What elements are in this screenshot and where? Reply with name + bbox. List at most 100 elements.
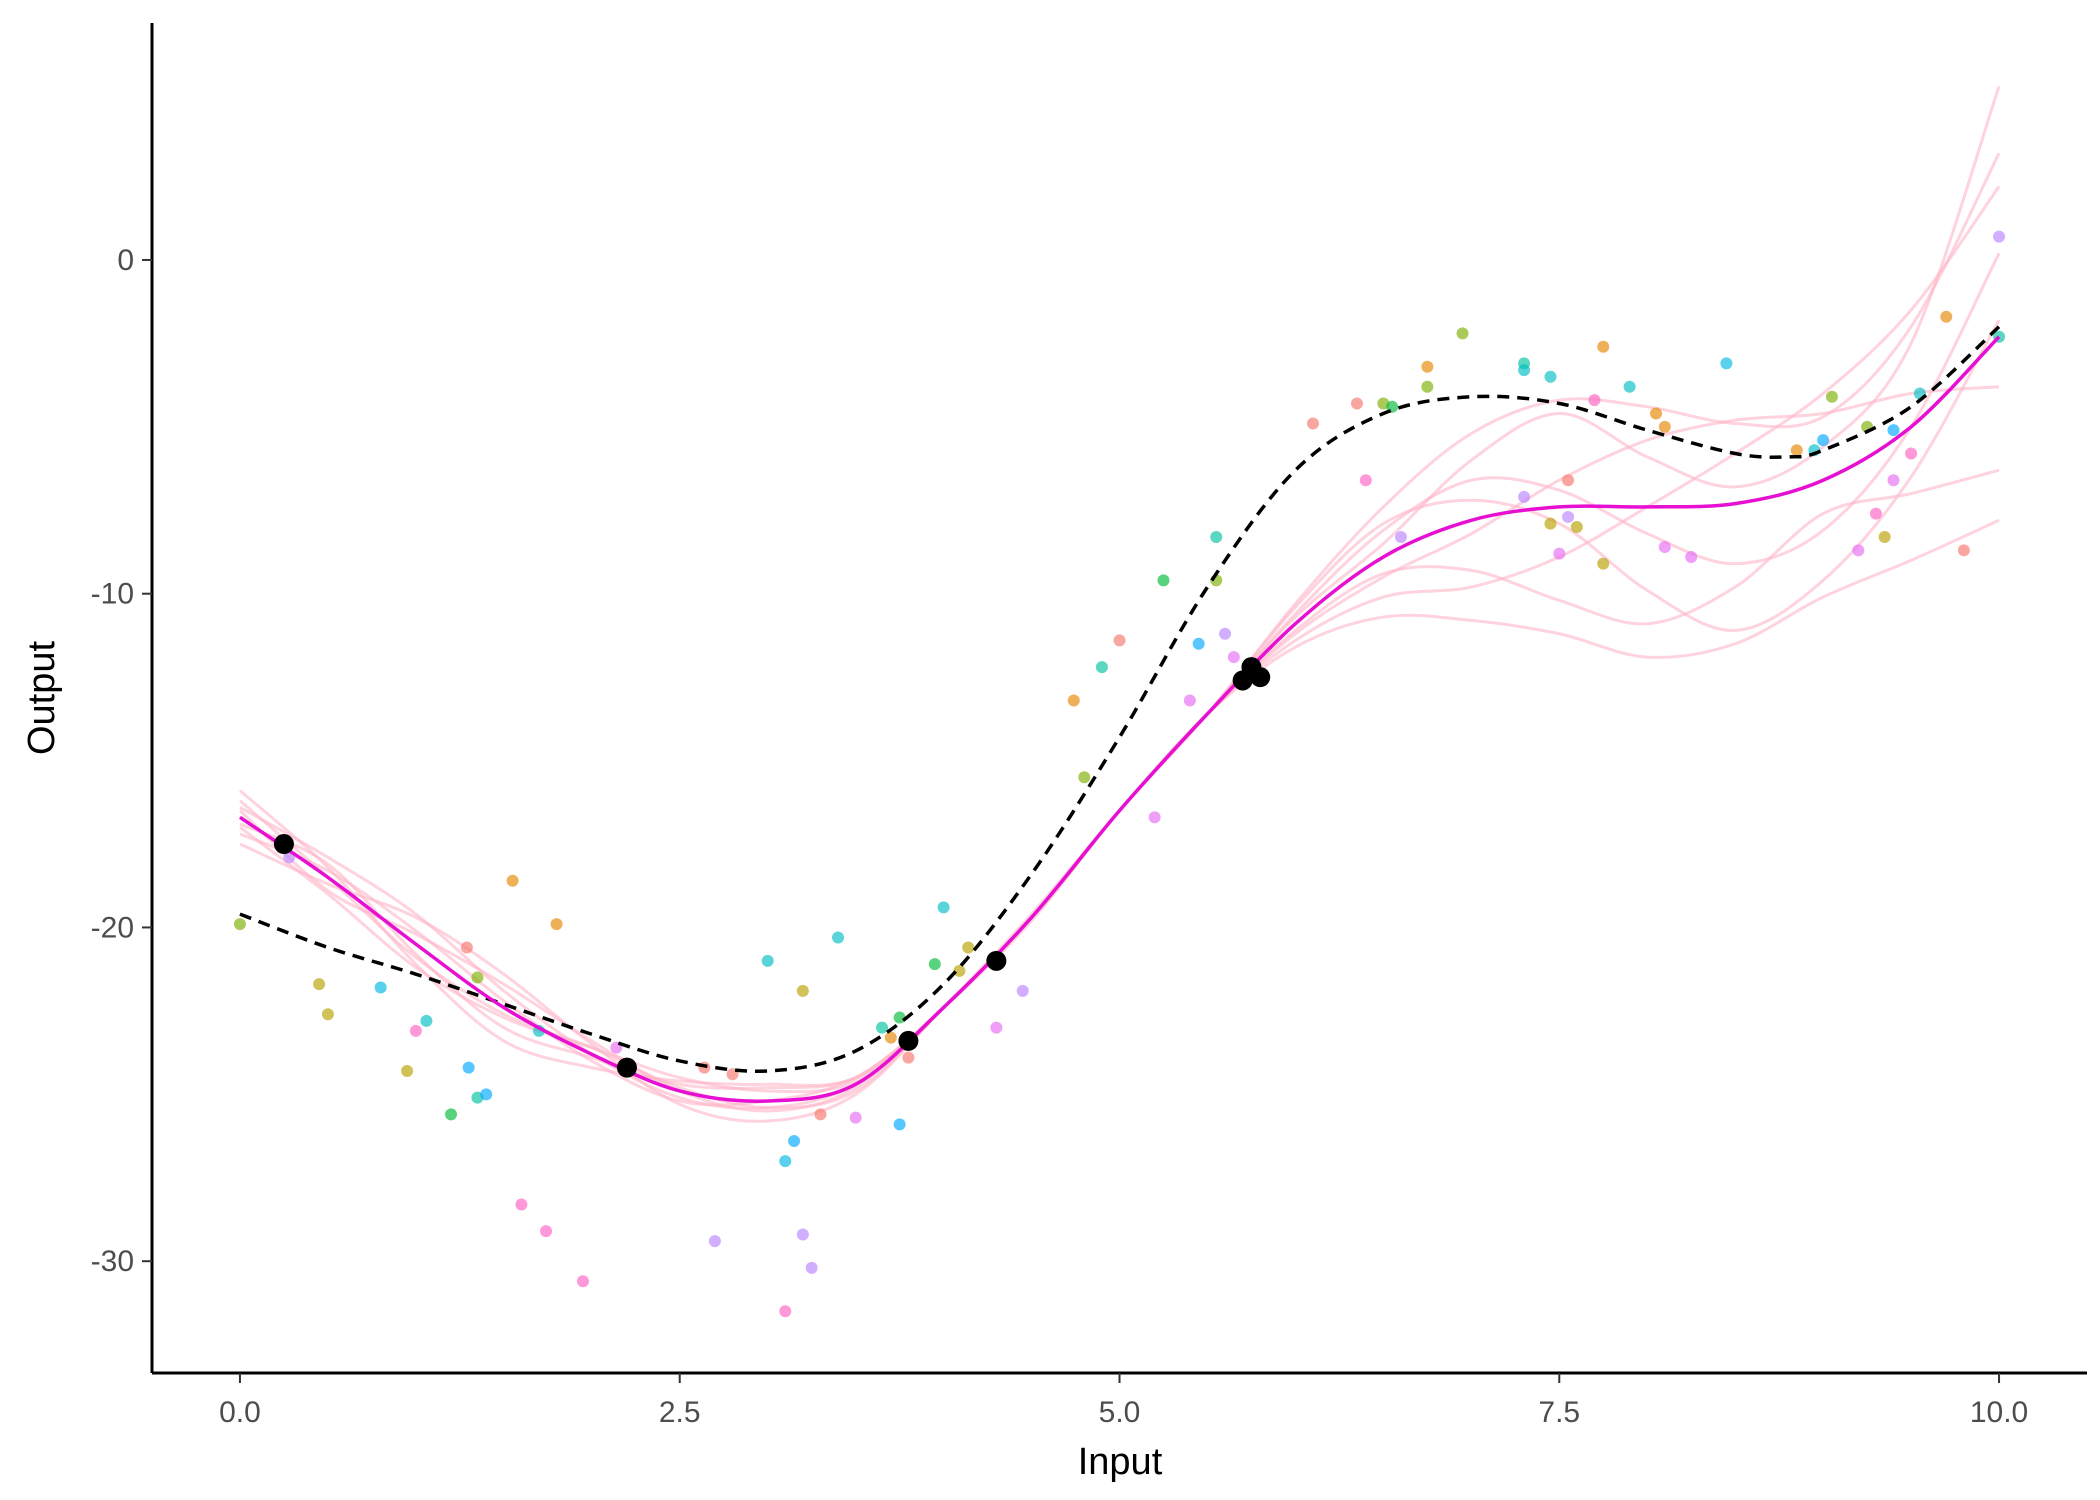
scatter-point: [1192, 637, 1205, 650]
scatter-point: [884, 1031, 897, 1044]
scatter-point: [550, 918, 563, 931]
scatter-point: [1544, 370, 1557, 383]
x-tick-label: 5.0: [1099, 1396, 1141, 1429]
scatter-point: [540, 1225, 553, 1238]
scatter-point: [1183, 694, 1196, 707]
scatter-point: [506, 874, 519, 887]
scatter-point: [1421, 360, 1434, 373]
scatter-point: [471, 971, 484, 984]
scatter-point: [1878, 530, 1891, 543]
lines: [238, 325, 2001, 1103]
scatter-point: [814, 1108, 827, 1121]
y-axis-title: Output: [21, 641, 63, 756]
scatter-point: [1869, 507, 1882, 520]
scatter-point: [962, 941, 975, 954]
scatter-point: [1518, 490, 1531, 503]
scatter-point: [1658, 540, 1671, 553]
scatter-point: [420, 1014, 433, 1027]
x-tick-label: 7.5: [1538, 1396, 1580, 1429]
scatter-point: [893, 1011, 906, 1024]
scatter-point: [1720, 357, 1733, 370]
scatter-point: [1157, 574, 1170, 587]
observation-point: [616, 1057, 637, 1078]
scatter-point: [1148, 811, 1161, 824]
y-tick-label: -20: [91, 911, 134, 944]
scatter-point: [1210, 530, 1223, 543]
scatter-point: [1597, 557, 1610, 570]
scatter-point: [460, 941, 473, 954]
scatter-point: [928, 958, 941, 971]
scatter-point: [1623, 380, 1636, 393]
scatter-point: [876, 1021, 889, 1034]
scatter-point: [1553, 547, 1566, 560]
scatter-point: [1905, 447, 1918, 460]
x-tick-label: 10.0: [1970, 1396, 2028, 1429]
y-tick-label: -10: [91, 578, 134, 611]
scatter-point: [1993, 230, 2006, 243]
scatter-point: [1562, 474, 1575, 487]
posterior-samples: [238, 85, 2001, 1123]
scatter-point: [480, 1088, 493, 1101]
scatter-point: [779, 1155, 792, 1168]
observation-point: [273, 834, 294, 855]
posterior-sample-line: [239, 518, 2000, 1123]
scatter-point: [937, 901, 950, 914]
scatter-point: [788, 1135, 801, 1148]
scatter-point: [779, 1305, 792, 1318]
x-axis-title: Input: [1078, 1441, 1163, 1483]
scatter-point: [990, 1021, 1003, 1034]
scatter-point: [1421, 380, 1434, 393]
scatter-point: [1544, 517, 1557, 530]
posterior-sample-line: [239, 252, 2001, 1110]
scatter-point: [849, 1111, 862, 1124]
observations: [273, 657, 1271, 1078]
scatter-point: [1685, 550, 1698, 563]
scatter-point: [1597, 340, 1610, 353]
observation-point: [1250, 667, 1271, 688]
scatter-point: [1852, 544, 1865, 557]
scatter-point: [902, 1051, 915, 1064]
scatter-point: [1113, 634, 1126, 647]
scatter-point: [1887, 424, 1900, 437]
scatter-point: [1456, 327, 1469, 340]
scatter-point: [1227, 651, 1240, 664]
axes: 0.0 2.5 5.0 7.5 10.0 0 -10 -20 -30: [91, 23, 2087, 1429]
y-tick-label: 0: [117, 244, 134, 277]
scatter-point: [1562, 510, 1575, 523]
scatter-point: [1394, 530, 1407, 543]
scatter-point: [1078, 771, 1091, 784]
scatter-point: [1957, 544, 1970, 557]
scatter-point: [1650, 407, 1663, 420]
scatter-points: [233, 230, 2006, 1318]
scatter-point: [1518, 364, 1531, 377]
scatter-point: [1817, 434, 1830, 447]
scatter-point: [1940, 310, 1953, 323]
scatter-point: [1350, 397, 1363, 410]
scatter-point: [1825, 390, 1838, 403]
posterior-sample-line: [238, 152, 2001, 1088]
scatter-point: [796, 984, 809, 997]
posterior-sample-line: [239, 385, 2000, 1094]
scatter-point: [445, 1108, 458, 1121]
scatter-point: [708, 1235, 721, 1248]
scatter-point: [409, 1024, 422, 1037]
scatter-point: [953, 964, 966, 977]
true-function-line: [239, 325, 2001, 1074]
observation-point: [898, 1030, 919, 1051]
scatter-point: [1658, 420, 1671, 433]
scatter-point: [805, 1261, 818, 1274]
x-tick-label: 2.5: [659, 1396, 701, 1429]
scatter-point: [1067, 694, 1080, 707]
scatter-point: [374, 981, 387, 994]
scatter-point: [1588, 394, 1601, 407]
observation-point: [986, 950, 1007, 971]
scatter-point: [1570, 520, 1583, 533]
posterior-mean-line: [238, 335, 2001, 1103]
scatter-point: [1095, 661, 1108, 674]
scatter-point: [1307, 417, 1319, 430]
scatter-point: [462, 1061, 475, 1074]
scatter-point: [1887, 474, 1900, 487]
scatter-point: [1219, 627, 1232, 640]
scatter-point: [313, 978, 326, 991]
